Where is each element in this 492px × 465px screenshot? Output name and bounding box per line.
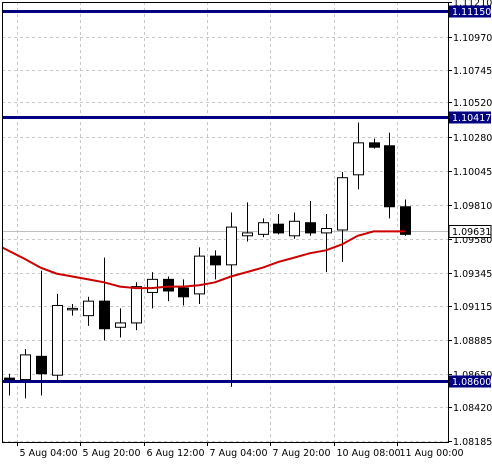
candle: [147, 272, 158, 309]
y-tick-label: 1.10745: [453, 66, 492, 77]
level-label: 1.08600: [452, 377, 491, 388]
candle: [369, 138, 380, 149]
candle-body: [369, 142, 380, 148]
level-label-box: [449, 375, 491, 388]
candle-body: [384, 145, 395, 208]
candle-body: [99, 300, 110, 330]
candle-body: [242, 232, 253, 237]
candle-body: [289, 220, 300, 237]
candle: [337, 171, 348, 262]
moving-average: [1, 230, 406, 290]
y-tick-label: 1.08185: [453, 437, 492, 448]
x-tick-label: 11 Aug 00:00: [400, 448, 464, 459]
y-tick-label: 1.08885: [453, 336, 492, 347]
candle: [384, 132, 395, 219]
level-labels: 1.11150 1.10417 1.08600 1.09631: [448, 5, 492, 388]
candle: [36, 270, 47, 396]
candle-body: [52, 304, 63, 376]
y-tick-label: 1.11210: [453, 0, 492, 9]
candle-body: [4, 377, 15, 381]
x-axis-labels: 5 Aug 04:00 5 Aug 20:00 6 Aug 12:00 7 Aug 0…: [20, 448, 464, 459]
horizontal-levels: [2, 10, 448, 383]
candle: [4, 373, 15, 396]
candle-body: [226, 226, 237, 266]
candle-body: [273, 223, 284, 234]
candle-body: [36, 355, 47, 375]
candle-body: [321, 228, 332, 234]
candle: [163, 276, 174, 302]
candle: [210, 250, 221, 280]
candle: [67, 304, 78, 316]
x-tick-label: 7 Aug 04:00: [210, 448, 268, 459]
candle-body: [258, 222, 269, 235]
level-label-box: [449, 5, 491, 18]
candle: [131, 282, 142, 331]
candle-body: [20, 354, 31, 381]
grid: [2, 2, 448, 442]
y-tick-label: 1.10970: [453, 33, 492, 44]
y-tick-label: 1.09810: [453, 201, 492, 212]
candle-body: [178, 287, 189, 298]
level-label: 1.10417: [452, 113, 491, 124]
x-tick-label: 7 Aug 20:00: [273, 448, 331, 459]
candle: [353, 122, 364, 190]
candle: [115, 308, 126, 338]
x-tick-label: 5 Aug 20:00: [83, 448, 141, 459]
candle: [99, 257, 110, 341]
candle-body: [163, 278, 174, 292]
candle-body: [115, 322, 126, 328]
current-price-label: 1.09631: [452, 227, 491, 238]
y-tick-label: 1.10280: [453, 133, 492, 144]
candle: [305, 200, 316, 236]
current-price-box: [448, 225, 492, 238]
y-tick-label: 1.10520: [453, 98, 492, 109]
candle: [178, 279, 189, 306]
candle-body: [131, 286, 142, 324]
y-tick-label: 1.10045: [453, 167, 492, 178]
candle: [83, 296, 94, 326]
level-label: 1.11150: [452, 7, 491, 18]
candle-body: [305, 222, 316, 234]
candle: [273, 214, 284, 235]
level-label-box: [449, 111, 491, 124]
candle-body: [210, 255, 221, 266]
y-tick-label: 1.08420: [453, 403, 492, 414]
candle: [242, 202, 253, 242]
candle-body: [147, 278, 158, 293]
candle: [194, 247, 205, 305]
candle-body: [194, 255, 205, 295]
candle: [20, 349, 31, 399]
candle-body: [400, 206, 411, 235]
candle: [258, 218, 269, 238]
candle: [226, 212, 237, 387]
candle: [52, 293, 63, 382]
candle: [400, 199, 411, 236]
x-tick-label: 5 Aug 04:00: [20, 448, 78, 459]
x-tick-label: 10 Aug 08:00: [337, 448, 401, 459]
x-tick-label: 6 Aug 12:00: [147, 448, 205, 459]
axes: [2, 2, 452, 446]
candle: [321, 214, 332, 273]
candle: [289, 212, 300, 239]
y-tick-label: 1.09115: [453, 302, 492, 313]
candle-body: [337, 177, 348, 231]
y-tick-label: 1.09345: [453, 269, 492, 280]
candles: [4, 122, 411, 399]
candle-body: [353, 142, 364, 176]
ma-line: [1, 230, 406, 290]
candle-body: [83, 300, 94, 317]
candle-body: [67, 307, 78, 311]
y-tick-label: 1.09580: [453, 235, 492, 246]
